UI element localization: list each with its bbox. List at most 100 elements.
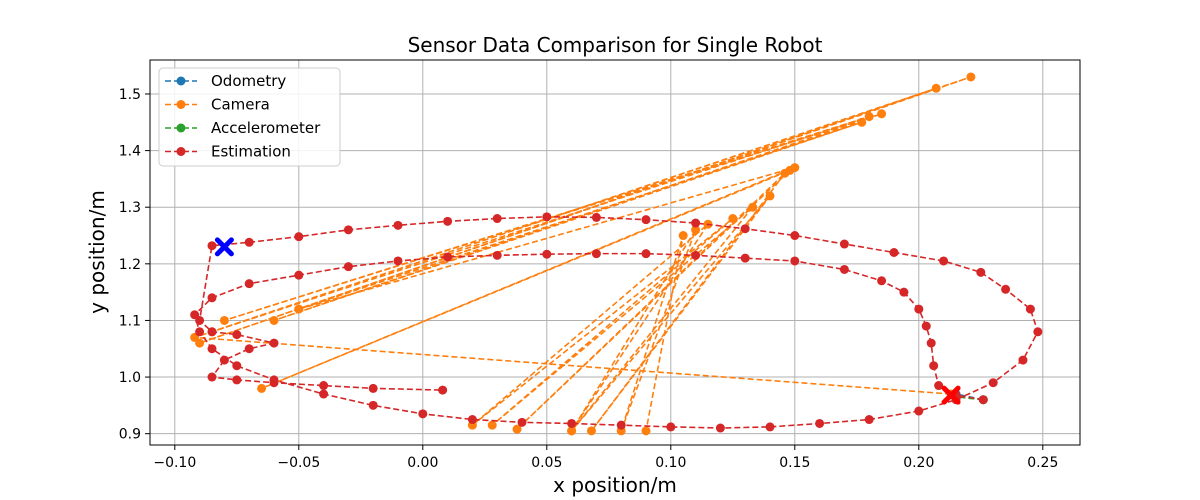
y-tick-label: 1.4: [119, 144, 141, 160]
data-point-estimation: [343, 225, 353, 235]
series-line-camera: [194, 76, 972, 432]
y-tick-label: 1.3: [119, 200, 141, 216]
legend-label-odometry: Odometry: [211, 72, 286, 90]
data-point-camera: [512, 424, 522, 434]
legend-label-accelerometer: Accelerometer: [211, 119, 321, 137]
data-point-estimation: [244, 344, 254, 354]
x-tick-label: 0.25: [1027, 455, 1058, 471]
data-point-estimation: [1018, 355, 1028, 365]
data-point-estimation: [492, 250, 502, 260]
legend-item-camera: Camera: [165, 96, 270, 114]
data-point-estimation: [443, 252, 453, 262]
y-axis-label: y position/m: [85, 190, 109, 314]
x-axis-label: x position/m: [553, 473, 677, 497]
data-point-estimation: [393, 256, 403, 266]
y-tick-label: 0.9: [119, 427, 141, 443]
legend-item-estimation: Estimation: [165, 143, 291, 161]
data-point-estimation: [641, 249, 651, 259]
y-tick-label: 1.0: [119, 370, 141, 386]
data-point-estimation: [926, 338, 936, 348]
data-point-estimation: [269, 338, 279, 348]
data-point-estimation: [889, 248, 899, 257]
data-point-estimation: [939, 256, 949, 266]
y-tick-label: 1.2: [119, 257, 141, 273]
legend-marker-estimation: [176, 147, 186, 156]
data-point-estimation: [368, 400, 378, 410]
data-point-camera: [567, 426, 577, 436]
data-point-estimation: [232, 375, 242, 385]
data-point-estimation: [467, 415, 477, 425]
data-point-camera: [487, 420, 497, 430]
data-point-camera: [586, 426, 596, 436]
y-tick-label: 1.1: [119, 313, 141, 329]
data-point-estimation: [988, 378, 998, 388]
data-point-estimation: [616, 420, 626, 430]
data-point-estimation: [790, 256, 800, 266]
x-ticks: −0.10 −0.05 0.00 0.05 0.10 0.15 0.20 0.25: [153, 445, 1058, 471]
data-point-camera: [678, 231, 688, 241]
data-point-estimation: [319, 389, 329, 399]
data-point-estimation: [294, 270, 304, 280]
data-point-camera: [728, 214, 738, 224]
legend-item-odometry: Odometry: [165, 72, 286, 90]
series-estimation: [190, 212, 1043, 433]
data-point-camera: [641, 426, 651, 436]
data-point-estimation: [839, 264, 849, 274]
data-point-camera: [780, 168, 790, 178]
data-point-estimation: [641, 215, 651, 225]
legend: Odometry Camera Accelerometer Estimation: [158, 67, 341, 167]
data-point-estimation: [492, 214, 502, 224]
legend-item-accelerometer: Accelerometer: [165, 119, 321, 137]
data-point-estimation: [666, 422, 676, 432]
data-point-estimation: [1001, 284, 1011, 294]
legend-label-camera: Camera: [211, 96, 270, 114]
end-marker-stroke: [941, 385, 961, 405]
data-point-estimation: [244, 237, 254, 247]
data-point-estimation: [393, 220, 403, 230]
data-point-estimation: [517, 417, 527, 427]
data-point-estimation: [195, 315, 205, 325]
data-point-camera: [195, 338, 205, 348]
data-point-camera: [931, 83, 941, 93]
legend-box: [158, 67, 341, 167]
data-point-camera: [269, 315, 279, 325]
data-point-estimation: [691, 250, 701, 260]
data-point-estimation: [219, 355, 229, 365]
data-point-estimation: [207, 344, 217, 354]
data-point-estimation: [542, 249, 552, 259]
data-point-camera: [294, 304, 304, 314]
x-tick-label: −0.10: [153, 455, 196, 471]
x-tick-label: 0.15: [779, 455, 810, 471]
data-point-estimation: [567, 418, 577, 428]
data-point-estimation: [877, 276, 887, 286]
data-point-estimation: [815, 418, 825, 428]
data-point-camera: [877, 109, 887, 119]
data-point-estimation: [319, 381, 329, 391]
data-point-estimation: [232, 361, 242, 371]
data-point-estimation: [418, 409, 428, 419]
data-point-estimation: [591, 249, 601, 259]
data-point-camera: [864, 112, 874, 122]
data-point-estimation: [195, 327, 205, 337]
data-point-estimation: [443, 216, 453, 226]
data-point-estimation: [976, 267, 986, 277]
chart-title: Sensor Data Comparison for Single Robot: [408, 33, 823, 57]
data-point-estimation: [934, 381, 944, 391]
series-layer: [190, 72, 1043, 436]
y-ticks: 0.9 1.0 1.1 1.2 1.3 1.4 1.5: [119, 87, 150, 443]
x-tick-label: 0.05: [531, 455, 562, 471]
x-tick-label: 0.00: [407, 455, 438, 471]
data-point-estimation: [542, 212, 552, 222]
data-point-estimation: [207, 327, 217, 337]
data-point-estimation: [294, 232, 304, 242]
data-point-estimation: [438, 385, 448, 395]
data-point-camera: [857, 117, 867, 127]
data-point-camera: [765, 191, 775, 201]
data-point-estimation: [864, 415, 874, 425]
series-line-estimation: [193, 216, 1039, 429]
data-point-estimation: [715, 423, 725, 433]
data-point-camera: [257, 383, 267, 393]
data-point-camera: [219, 315, 229, 325]
plot-frame: [149, 59, 1081, 446]
